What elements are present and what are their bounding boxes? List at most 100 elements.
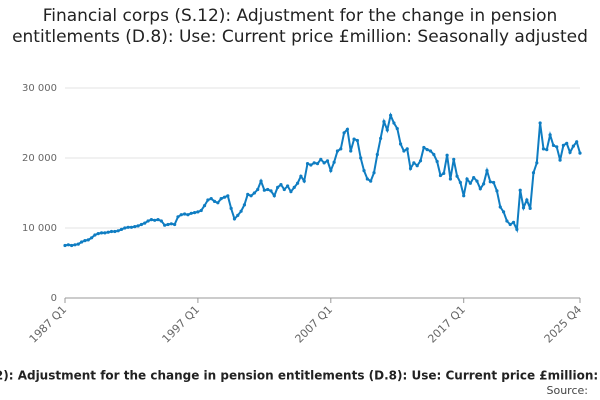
point <box>545 148 549 152</box>
point <box>216 201 220 205</box>
point <box>492 180 496 185</box>
point <box>508 222 512 227</box>
point <box>305 162 310 166</box>
y-tick-label: 0 <box>51 293 57 304</box>
point <box>156 218 160 222</box>
point <box>528 206 532 210</box>
point <box>272 194 276 198</box>
point <box>472 176 476 180</box>
point <box>226 194 230 198</box>
point <box>262 188 266 192</box>
point <box>129 225 134 229</box>
point <box>139 222 144 227</box>
point <box>119 227 124 231</box>
point <box>319 157 323 161</box>
x-tick-label: 2025 Q4 <box>542 303 585 346</box>
point <box>541 147 546 151</box>
point <box>558 158 562 162</box>
point <box>209 197 213 201</box>
point <box>309 163 313 167</box>
point <box>163 223 167 227</box>
point <box>286 184 290 188</box>
point <box>295 181 300 185</box>
point <box>375 152 379 157</box>
point <box>232 217 237 221</box>
point <box>89 236 94 240</box>
point <box>428 149 433 153</box>
point <box>176 215 180 219</box>
point <box>80 240 84 244</box>
point <box>359 156 363 160</box>
point <box>246 192 250 196</box>
point <box>578 151 582 155</box>
point <box>86 238 90 242</box>
point <box>256 187 260 192</box>
point <box>212 199 217 203</box>
point <box>292 185 296 189</box>
point <box>192 211 197 215</box>
point <box>133 225 137 229</box>
point <box>505 219 509 223</box>
point <box>548 133 552 137</box>
point <box>405 147 409 151</box>
point <box>355 138 359 143</box>
point <box>166 222 170 227</box>
point <box>465 177 469 181</box>
point <box>478 187 482 191</box>
point <box>189 211 193 215</box>
point <box>239 209 243 213</box>
point <box>219 197 223 201</box>
point <box>422 145 426 150</box>
point <box>415 164 419 168</box>
point <box>432 152 436 157</box>
point <box>535 161 539 165</box>
point <box>146 219 150 223</box>
point <box>276 185 280 189</box>
point <box>571 144 575 148</box>
point <box>442 171 446 175</box>
source-label: Source: <box>547 384 589 397</box>
point <box>236 213 240 217</box>
point <box>561 143 565 147</box>
point <box>362 169 366 173</box>
point <box>126 225 130 229</box>
point <box>498 205 502 209</box>
point <box>249 194 253 198</box>
point <box>418 159 423 163</box>
point <box>555 145 559 149</box>
point <box>518 188 522 192</box>
point <box>445 153 449 157</box>
point <box>392 121 396 125</box>
point <box>196 210 200 214</box>
point <box>325 159 330 163</box>
point <box>531 171 536 175</box>
point <box>379 136 383 140</box>
point <box>339 147 343 151</box>
point <box>173 222 177 227</box>
point <box>462 194 466 198</box>
point <box>93 233 97 237</box>
point <box>242 203 247 207</box>
point <box>395 127 399 131</box>
point <box>299 174 303 178</box>
point <box>103 231 107 235</box>
point <box>183 212 187 216</box>
point <box>229 206 233 210</box>
point <box>565 141 569 145</box>
point <box>402 149 406 153</box>
point <box>279 183 283 187</box>
point <box>96 232 100 236</box>
point <box>408 166 413 171</box>
y-tick-label: 30 000 <box>22 83 57 94</box>
point <box>252 191 256 195</box>
point <box>438 173 443 178</box>
point <box>136 224 140 228</box>
point <box>501 210 506 214</box>
point <box>116 229 120 233</box>
point <box>372 171 376 175</box>
point <box>511 220 516 224</box>
point <box>369 179 373 183</box>
point <box>282 187 286 192</box>
point <box>302 179 306 183</box>
point <box>315 162 320 166</box>
